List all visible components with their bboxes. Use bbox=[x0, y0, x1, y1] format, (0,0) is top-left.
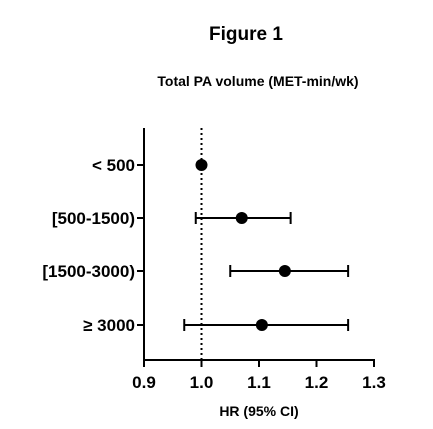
chart-subtitle: Total PA volume (MET-min/wk) bbox=[157, 73, 358, 89]
hr-point bbox=[235, 212, 248, 224]
x-tick-label: 1.2 bbox=[305, 373, 329, 392]
category-label: [500-1500) bbox=[52, 209, 135, 228]
x-tick-label: 0.9 bbox=[132, 373, 156, 392]
hr-point bbox=[195, 159, 208, 171]
category-label: ≥ 3000 bbox=[83, 316, 135, 335]
plot-area: 0.9 1.0 1.1 1.2 1.3 < 500 [500-1500) [1500-3000… bbox=[42, 128, 386, 392]
category-label: [1500-3000) bbox=[42, 262, 135, 281]
x-axis-label: HR (95% CI) bbox=[219, 403, 298, 419]
x-tick-label: 1.3 bbox=[362, 373, 386, 392]
x-tick-label: 1.0 bbox=[190, 373, 214, 392]
x-tick-label: 1.1 bbox=[247, 373, 271, 392]
hr-point bbox=[278, 265, 291, 277]
figure-title: Figure 1 bbox=[209, 24, 283, 45]
hr-point bbox=[255, 319, 268, 331]
category-label: < 500 bbox=[92, 156, 135, 175]
